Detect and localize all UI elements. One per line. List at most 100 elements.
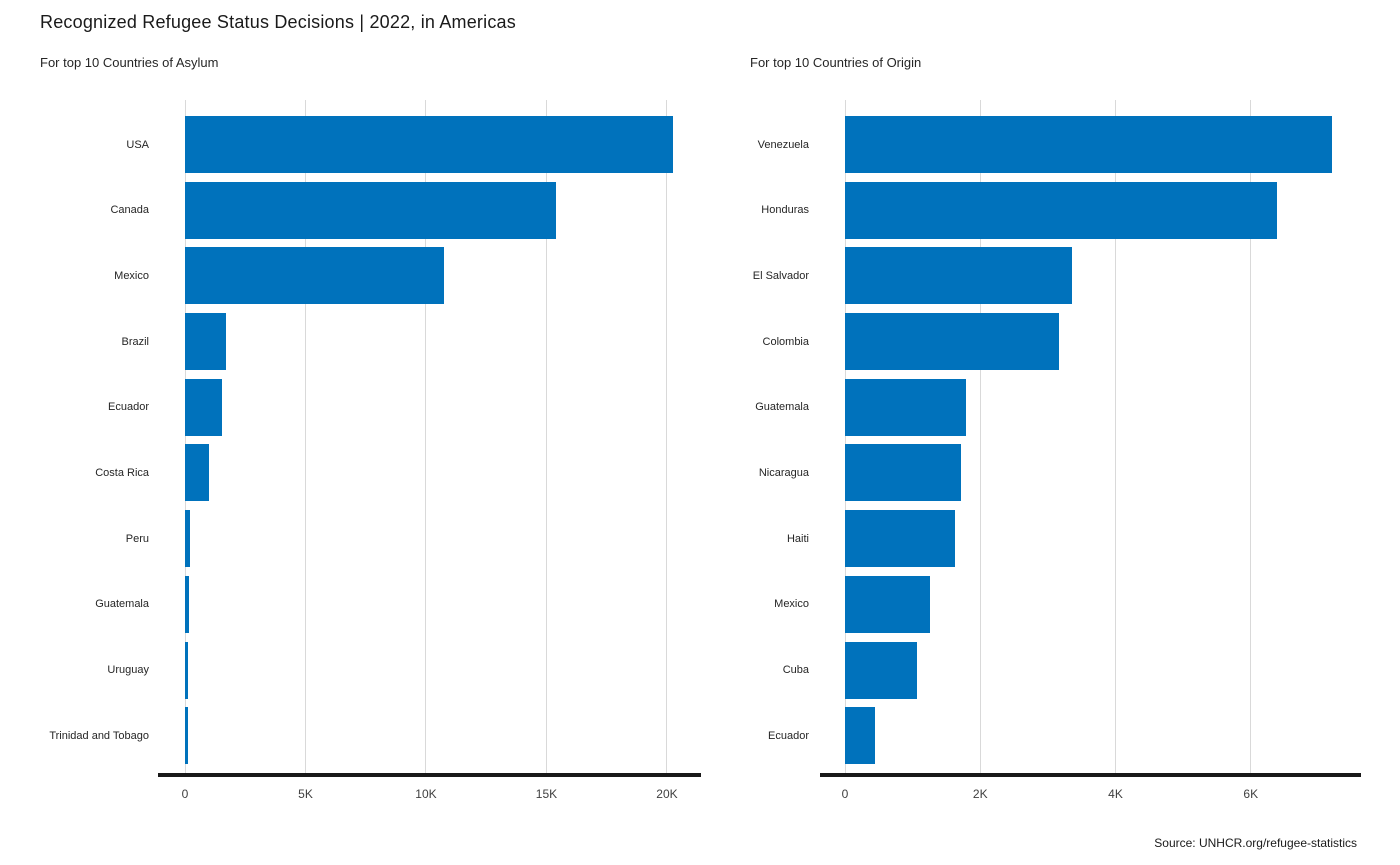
category-label: El Salvador [752, 269, 809, 282]
origin-plot-area: 0 2K 4K 6K [842, 100, 1361, 801]
bar-track [845, 444, 1361, 502]
category-label: Haiti [786, 532, 809, 545]
source-credit: Source: UNHCR.org/refugee-statistics [1154, 836, 1357, 850]
bar-row: Honduras [660, 181, 1361, 248]
bar-track [845, 313, 1361, 371]
category-label: Ecuador [768, 729, 809, 742]
bar-row: Cuba [660, 641, 1361, 708]
category-label: Trinidad and Tobago [49, 729, 149, 742]
x-tick-label: 4K [1108, 787, 1123, 801]
category-label: Honduras [761, 204, 809, 217]
bar-track [845, 641, 1361, 699]
x-tick-label: 0 [841, 787, 849, 801]
category-label: Brazil [121, 335, 149, 348]
bar-row: Mexico [0, 247, 700, 313]
bar[interactable] [185, 707, 188, 765]
x-tick-label: 6K [1243, 787, 1259, 801]
bar[interactable] [185, 313, 227, 371]
bar-row: Guatemala [660, 378, 1361, 445]
gridline [844, 100, 846, 773]
bar-row: Haiti [660, 510, 1361, 576]
bar-track [845, 378, 1361, 436]
page-title: Recognized Refugee Status Decisions | 20… [40, 12, 516, 32]
bar-track [185, 313, 700, 371]
bar-track [185, 181, 700, 239]
category-label: Costa Rica [95, 466, 149, 479]
bar[interactable] [185, 116, 673, 173]
origin-bar-rows: Venezuela Honduras El Salvador Colombia Guat… [660, 116, 1361, 773]
category-label: Guatemala [95, 598, 149, 611]
origin-x-axis-line [820, 773, 1361, 777]
bar[interactable] [185, 510, 191, 568]
gridline [184, 100, 186, 773]
bar[interactable] [845, 378, 967, 436]
category-label: Cuba [782, 664, 809, 676]
bar-row: Canada [0, 181, 700, 248]
bar-row: Nicaragua [660, 444, 1361, 510]
x-axis-tick-labels: 0 5K 10K 15K 20K [181, 773, 700, 803]
bar[interactable] [845, 510, 956, 568]
bar[interactable] [185, 641, 188, 699]
category-label: Mexico [774, 598, 809, 611]
gridline [1250, 100, 1252, 773]
gridline [1115, 100, 1116, 773]
bar[interactable] [845, 313, 1060, 371]
bar[interactable] [185, 444, 209, 502]
category-label: Mexico [114, 269, 149, 282]
bar-track [845, 707, 1361, 765]
bar-track [185, 444, 700, 502]
category-label: USA [126, 138, 149, 151]
bar-track [845, 575, 1361, 633]
bar-row: USA [0, 116, 700, 182]
bar-row: Brazil [0, 313, 700, 379]
bar-track [845, 181, 1361, 239]
category-label: Ecuador [108, 401, 149, 414]
gridline [666, 100, 668, 773]
bar[interactable] [845, 247, 1073, 305]
bar-track [185, 510, 700, 568]
asylum-x-axis-line [158, 773, 701, 777]
bar[interactable] [185, 247, 445, 305]
asylum-chart-subtitle: For top 10 Countries of Asylum [40, 55, 219, 70]
bar-row: Colombia [660, 313, 1361, 379]
bar[interactable] [185, 181, 557, 239]
bar-row: Guatemala [0, 575, 700, 642]
bar-track [185, 641, 700, 699]
gridline [979, 100, 981, 773]
x-tick-label: 15K [535, 787, 558, 801]
bar-row: Peru [0, 510, 700, 576]
bar-track [845, 510, 1361, 568]
bar[interactable] [845, 575, 931, 633]
bar[interactable] [845, 641, 918, 699]
gridline [425, 100, 427, 773]
bar-row: El Salvador [660, 247, 1361, 313]
bar[interactable] [185, 575, 190, 633]
bar-row: Uruguay [0, 641, 700, 708]
bar[interactable] [845, 444, 962, 502]
x-tick-label: 0 [181, 787, 189, 801]
bar[interactable] [185, 378, 223, 436]
bar-track [185, 378, 700, 436]
gridline [545, 100, 547, 773]
category-label: Colombia [762, 335, 809, 348]
x-tick-label: 2K [972, 787, 988, 801]
bar[interactable] [845, 181, 1278, 239]
bar-row: Trinidad and Tobago [0, 707, 700, 773]
category-label: Venezuela [757, 138, 809, 151]
x-tick-label: 20K [656, 787, 678, 801]
bar-track [845, 116, 1361, 173]
category-label: Canada [110, 204, 149, 217]
asylum-bar-rows: USA Canada Mexico Brazil Ecuador Costa Rica Pe… [0, 116, 700, 773]
bar[interactable] [845, 707, 876, 765]
bar-row: Mexico [660, 575, 1361, 642]
bar-row: Costa Rica [0, 444, 700, 510]
bar-row: Ecuador [0, 378, 700, 445]
bar[interactable] [845, 116, 1332, 173]
bar-track [185, 247, 700, 305]
x-axis-tick-labels: 0 2K 4K 6K [841, 773, 1361, 803]
gridline [304, 100, 306, 773]
x-tick-label: 5K [298, 787, 313, 801]
bar-track [845, 247, 1361, 305]
bar-track [185, 116, 700, 173]
